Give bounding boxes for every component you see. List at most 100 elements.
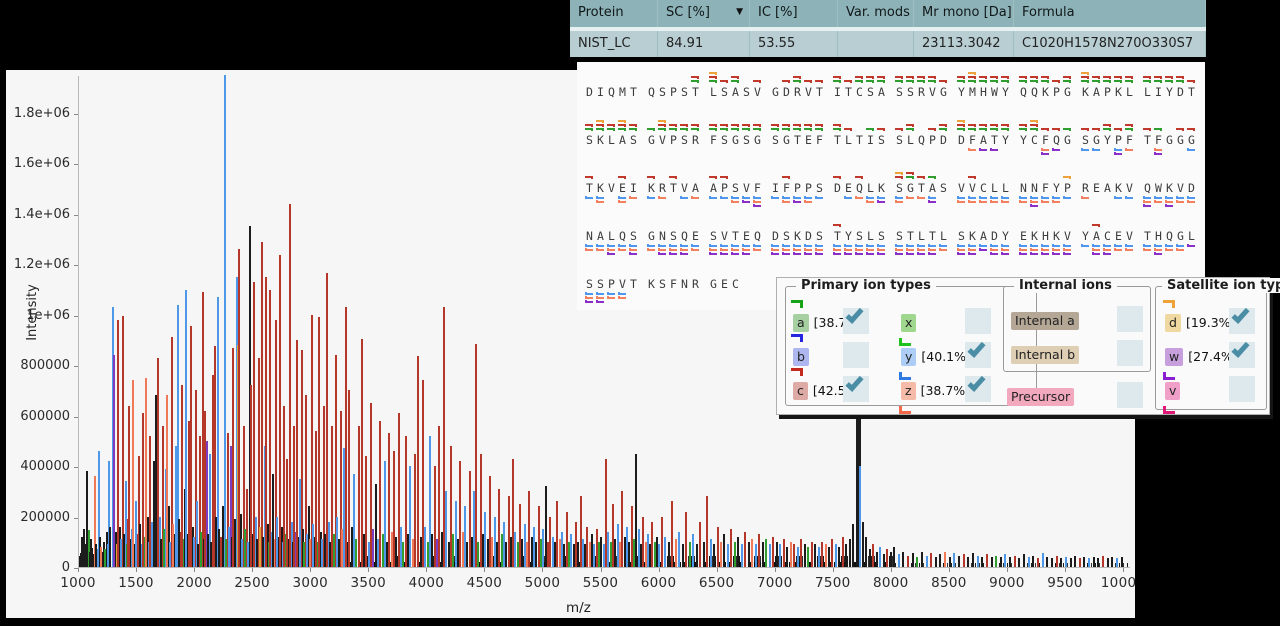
residue-Y[interactable]: Y bbox=[1164, 68, 1175, 116]
residue-K[interactable]: K bbox=[1080, 68, 1091, 116]
residue-P[interactable]: P bbox=[1062, 164, 1073, 212]
residue-L[interactable]: L bbox=[865, 164, 876, 212]
residue-G[interactable]: G bbox=[730, 116, 741, 164]
residue-R[interactable]: R bbox=[1080, 164, 1091, 212]
residue-F[interactable]: F bbox=[1153, 116, 1164, 164]
residue-G[interactable]: G bbox=[708, 260, 719, 308]
residue-Y[interactable]: Y bbox=[1080, 212, 1091, 260]
residue-D[interactable]: D bbox=[956, 116, 967, 164]
residue-P[interactable]: P bbox=[792, 164, 803, 212]
residue-K[interactable]: K bbox=[1113, 164, 1124, 212]
residue-Y[interactable]: Y bbox=[1000, 212, 1011, 260]
residue-L[interactable]: L bbox=[843, 116, 854, 164]
residue-V[interactable]: V bbox=[967, 164, 978, 212]
residue-F[interactable]: F bbox=[781, 164, 792, 212]
residue-V[interactable]: V bbox=[606, 164, 617, 212]
residue-Q[interactable]: Q bbox=[1164, 212, 1175, 260]
residue-L[interactable]: L bbox=[606, 212, 617, 260]
residue-F[interactable]: F bbox=[752, 164, 763, 212]
residue-T[interactable]: T bbox=[989, 116, 1000, 164]
table-cell[interactable]: NIST_LC bbox=[570, 31, 658, 57]
residue-I[interactable]: I bbox=[595, 68, 606, 116]
residue-R[interactable]: R bbox=[690, 116, 701, 164]
residue-Q[interactable]: Q bbox=[854, 164, 865, 212]
residue-A[interactable]: A bbox=[1102, 164, 1113, 212]
residue-F[interactable]: F bbox=[1124, 116, 1135, 164]
residue-G[interactable]: G bbox=[646, 116, 657, 164]
residue-N[interactable]: N bbox=[679, 260, 690, 308]
residue-S[interactable]: S bbox=[657, 68, 668, 116]
residue-H[interactable]: H bbox=[1153, 212, 1164, 260]
residue-D[interactable]: D bbox=[989, 212, 1000, 260]
residue-N[interactable]: N bbox=[584, 212, 595, 260]
residue-G[interactable]: G bbox=[752, 116, 763, 164]
residue-S[interactable]: S bbox=[956, 212, 967, 260]
residue-R[interactable]: R bbox=[657, 164, 668, 212]
residue-V[interactable]: V bbox=[719, 212, 730, 260]
residue-S[interactable]: S bbox=[584, 116, 595, 164]
residue-A[interactable]: A bbox=[927, 164, 938, 212]
residue-S[interactable]: S bbox=[781, 212, 792, 260]
residue-S[interactable]: S bbox=[814, 164, 825, 212]
internal-a-checkbox[interactable] bbox=[1117, 306, 1143, 332]
residue-Q[interactable]: Q bbox=[1029, 68, 1040, 116]
residue-T[interactable]: T bbox=[792, 116, 803, 164]
residue-C[interactable]: C bbox=[854, 68, 865, 116]
residue-D[interactable]: D bbox=[832, 164, 843, 212]
residue-T[interactable]: T bbox=[1142, 116, 1153, 164]
residue-V[interactable]: V bbox=[1062, 212, 1073, 260]
residue-E[interactable]: E bbox=[741, 212, 752, 260]
v-checkbox[interactable] bbox=[1229, 376, 1255, 402]
residue-S[interactable]: S bbox=[741, 68, 752, 116]
residue-S[interactable]: S bbox=[708, 212, 719, 260]
residue-L[interactable]: L bbox=[1124, 68, 1135, 116]
residue-D[interactable]: D bbox=[584, 68, 595, 116]
residue-G[interactable]: G bbox=[1175, 212, 1186, 260]
residue-L[interactable]: L bbox=[1142, 68, 1153, 116]
residue-H[interactable]: H bbox=[1040, 212, 1051, 260]
residue-P[interactable]: P bbox=[1102, 68, 1113, 116]
residue-S[interactable]: S bbox=[854, 212, 865, 260]
residue-V[interactable]: V bbox=[1175, 164, 1186, 212]
residue-S[interactable]: S bbox=[894, 212, 905, 260]
residue-K[interactable]: K bbox=[595, 164, 606, 212]
residue-T[interactable]: T bbox=[730, 212, 741, 260]
residue-S[interactable]: S bbox=[595, 260, 606, 308]
residue-V[interactable]: V bbox=[956, 164, 967, 212]
residue-G[interactable]: G bbox=[781, 116, 792, 164]
residue-E[interactable]: E bbox=[1113, 212, 1124, 260]
residue-S[interactable]: S bbox=[679, 68, 690, 116]
residue-F[interactable]: F bbox=[1040, 164, 1051, 212]
residue-G[interactable]: G bbox=[938, 68, 949, 116]
residue-T[interactable]: T bbox=[905, 212, 916, 260]
residue-L[interactable]: L bbox=[865, 212, 876, 260]
residue-Q[interactable]: Q bbox=[606, 68, 617, 116]
residue-Q[interactable]: Q bbox=[1142, 164, 1153, 212]
residue-M[interactable]: M bbox=[967, 68, 978, 116]
residue-T[interactable]: T bbox=[916, 164, 927, 212]
residue-A[interactable]: A bbox=[730, 68, 741, 116]
residue-K[interactable]: K bbox=[1164, 164, 1175, 212]
residue-F[interactable]: F bbox=[708, 116, 719, 164]
residue-S[interactable]: S bbox=[876, 212, 887, 260]
residue-S[interactable]: S bbox=[657, 260, 668, 308]
residue-G[interactable]: G bbox=[1062, 68, 1073, 116]
table-cell[interactable]: 84.91 bbox=[658, 31, 750, 57]
residue-K[interactable]: K bbox=[1040, 68, 1051, 116]
residue-P[interactable]: P bbox=[803, 164, 814, 212]
residue-I[interactable]: I bbox=[832, 68, 843, 116]
residue-S[interactable]: S bbox=[741, 116, 752, 164]
residue-Y[interactable]: Y bbox=[1102, 116, 1113, 164]
residue-P[interactable]: P bbox=[1113, 116, 1124, 164]
residue-D[interactable]: D bbox=[1186, 164, 1197, 212]
residue-L[interactable]: L bbox=[938, 212, 949, 260]
residue-V[interactable]: V bbox=[752, 68, 763, 116]
residue-V[interactable]: V bbox=[1124, 212, 1135, 260]
residue-Q[interactable]: Q bbox=[1018, 68, 1029, 116]
residue-E[interactable]: E bbox=[1018, 212, 1029, 260]
residue-T[interactable]: T bbox=[628, 68, 639, 116]
table-cell[interactable] bbox=[838, 31, 914, 57]
residue-S[interactable]: S bbox=[719, 116, 730, 164]
residue-V[interactable]: V bbox=[679, 164, 690, 212]
